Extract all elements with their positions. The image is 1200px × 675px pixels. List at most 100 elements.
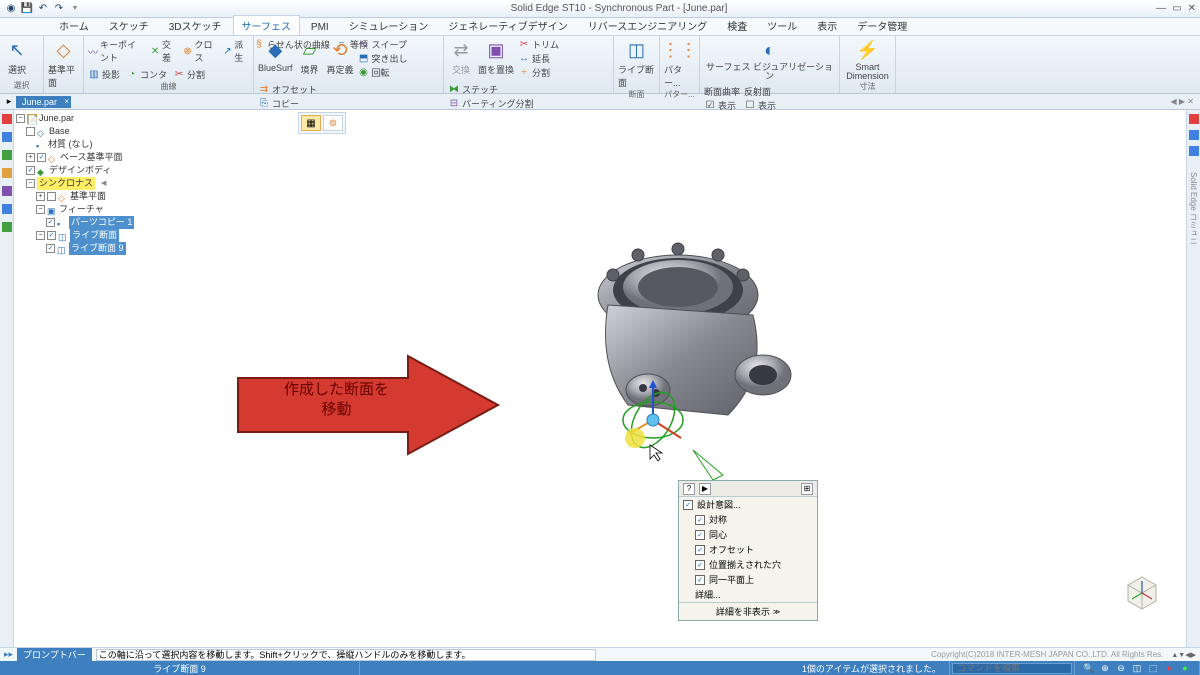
- option-row[interactable]: 同一平面上: [679, 572, 817, 587]
- tree-item-selected[interactable]: ◫ライブ断面 9: [16, 242, 166, 255]
- tree-item[interactable]: ▪材質 (なし): [16, 138, 166, 151]
- tool-icon[interactable]: [2, 150, 12, 160]
- smart-dim-button[interactable]: ⚡Smart Dimension: [844, 38, 891, 81]
- app-menu-icon[interactable]: ◉: [4, 2, 18, 16]
- extrude-button[interactable]: ⬒突き出し: [358, 52, 408, 65]
- parting-button[interactable]: ⊟パーティング分割: [448, 97, 533, 110]
- status-icon[interactable]: ⊖: [1115, 663, 1127, 674]
- tool-icon[interactable]: [2, 222, 12, 232]
- trim-button[interactable]: ✂トリム: [518, 38, 559, 51]
- tool-icon[interactable]: [2, 204, 12, 214]
- qat-dropdown-icon[interactable]: ▼: [68, 2, 82, 16]
- derive-button[interactable]: ↗派生: [223, 38, 249, 64]
- redo-icon[interactable]: ↷: [52, 2, 66, 16]
- status-icon[interactable]: ●: [1179, 663, 1191, 673]
- tool-icon[interactable]: [1189, 146, 1199, 156]
- exchange-button[interactable]: ⇄交換: [448, 38, 474, 79]
- replace-face-button[interactable]: ▣面を置換: [478, 38, 514, 79]
- tree-root[interactable]: −📄June.par: [16, 112, 166, 125]
- revolve-button[interactable]: ◉回転: [358, 66, 408, 79]
- bluesurf-button[interactable]: ◆BlueSurf: [258, 38, 293, 79]
- help-icon[interactable]: ?: [683, 483, 695, 495]
- tool-icon[interactable]: [1189, 114, 1199, 124]
- command-search-input[interactable]: [952, 663, 1072, 674]
- tab-inspect[interactable]: 検査: [718, 15, 756, 35]
- contour-button[interactable]: ◔コンタ: [126, 68, 167, 81]
- cross-button[interactable]: ⊗クロス: [183, 38, 217, 64]
- tree-item[interactable]: −シンクロナス◀: [16, 177, 166, 190]
- copy-button[interactable]: ⎘コピー: [258, 97, 317, 110]
- tab-generative[interactable]: ジェネレーティブデザイン: [439, 15, 576, 35]
- scroll-icons[interactable]: ▲▼◀▶: [1167, 651, 1200, 659]
- status-icon[interactable]: ⊕: [1099, 663, 1111, 674]
- tree-item[interactable]: −◫ライブ断面: [16, 229, 166, 242]
- surfviz-button[interactable]: ◐サーフェス ビジュアリゼーション: [704, 38, 835, 81]
- redefine-button[interactable]: ⟲再定義: [327, 38, 354, 79]
- minimize-button[interactable]: —: [1156, 3, 1166, 14]
- play-icon[interactable]: ▶: [699, 483, 711, 495]
- offset-button[interactable]: ⇉オフセット: [258, 83, 317, 96]
- stitch-button[interactable]: ⧓ステッチ: [448, 83, 533, 96]
- tab-tools[interactable]: ツール: [758, 15, 806, 35]
- tool-icon[interactable]: [1189, 130, 1199, 140]
- expand-icon[interactable]: ⊞: [801, 483, 813, 495]
- status-icon[interactable]: ⬚: [1147, 663, 1159, 674]
- tab-view[interactable]: 表示: [808, 15, 846, 35]
- tree-item[interactable]: +◇基準平面: [16, 190, 166, 203]
- tree-item[interactable]: ◇Base: [16, 125, 166, 138]
- ref-plane-button[interactable]: ◇基準平面: [48, 38, 79, 89]
- option-row[interactable]: 設計意図...: [679, 497, 817, 512]
- option-more[interactable]: 詳細...: [679, 587, 817, 602]
- tab-home[interactable]: ホーム: [50, 15, 98, 35]
- undo-icon[interactable]: ↶: [36, 2, 50, 16]
- view-mode-button[interactable]: ⊚: [323, 115, 343, 131]
- tab-nav-icon[interactable]: ◀ ▶ ✕: [1171, 97, 1200, 106]
- option-row[interactable]: 位置揃えされた穴: [679, 557, 817, 572]
- boundary-button[interactable]: ▱境界: [297, 38, 323, 79]
- view-mode-button[interactable]: ▦: [301, 115, 321, 131]
- tree-item[interactable]: −▣フィーチャ: [16, 203, 166, 216]
- tab-data[interactable]: データ管理: [848, 15, 916, 35]
- intersect-button[interactable]: ✕交差: [150, 38, 176, 64]
- tool-icon[interactable]: [2, 132, 12, 142]
- option-row[interactable]: 同心: [679, 527, 817, 542]
- tool-icon[interactable]: [2, 186, 12, 196]
- status-icon[interactable]: ◫: [1131, 663, 1143, 674]
- tool-text-icon[interactable]: Solid Edge コミュニ: [1188, 172, 1199, 245]
- maximize-button[interactable]: ▭: [1172, 3, 1181, 14]
- tool-icon[interactable]: [2, 114, 12, 124]
- close-button[interactable]: ✕: [1188, 3, 1196, 14]
- live-section-button[interactable]: ◫ライブ断面: [618, 38, 655, 89]
- sweep-button[interactable]: ∿スイープ: [358, 38, 408, 51]
- tree-item[interactable]: ◆デザインボディ: [16, 164, 166, 177]
- tool-icon[interactable]: [2, 168, 12, 178]
- tree-item[interactable]: ▪パーツコピー 1: [16, 216, 166, 229]
- project-button[interactable]: ▥投影: [88, 68, 120, 81]
- tab-simulation[interactable]: シミュレーション: [340, 15, 438, 35]
- select-button[interactable]: ↖選択: [4, 38, 30, 76]
- option-row[interactable]: オフセット: [679, 542, 817, 557]
- document-tab[interactable]: June.par: [16, 96, 71, 108]
- panel-footer[interactable]: 詳細を非表示≫: [679, 602, 817, 620]
- 3d-part[interactable]: [538, 205, 838, 485]
- option-row[interactable]: 対称: [679, 512, 817, 527]
- viewport[interactable]: ▦ ⊚: [168, 110, 1184, 647]
- status-icon[interactable]: ●: [1163, 663, 1175, 673]
- curvature-button[interactable]: 断面曲率: [704, 85, 740, 98]
- tab-3dsketch[interactable]: 3Dスケッチ: [160, 15, 231, 35]
- tab-sketch[interactable]: スケッチ: [100, 15, 158, 35]
- status-icon[interactable]: 🔍: [1083, 663, 1095, 674]
- tab-pmi[interactable]: PMI: [302, 19, 338, 35]
- tree-item[interactable]: +◇ベース基準平面: [16, 151, 166, 164]
- tab-surface[interactable]: サーフェス: [233, 15, 300, 35]
- split-button[interactable]: ✂分割: [173, 68, 205, 81]
- tab-reverse[interactable]: リバースエンジニアリング: [579, 15, 717, 35]
- pattern-button[interactable]: ⋮⋮パター...: [664, 38, 695, 89]
- prompt-input[interactable]: [96, 649, 596, 661]
- keypoint-button[interactable]: 〰キーポイント: [88, 38, 144, 64]
- split-surf-button[interactable]: ÷分割: [518, 66, 559, 79]
- save-icon[interactable]: 💾: [20, 2, 34, 16]
- extend-button[interactable]: ↔延長: [518, 52, 559, 65]
- view-cube[interactable]: [1122, 573, 1162, 613]
- reflection-button[interactable]: 反射面: [744, 85, 776, 98]
